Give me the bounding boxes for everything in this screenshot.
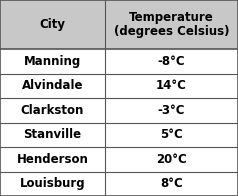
- Bar: [105, 74, 238, 98]
- Bar: [105, 172, 238, 196]
- Bar: [0, 49, 105, 74]
- Bar: [0, 172, 105, 196]
- Bar: [0, 147, 105, 172]
- Text: Henderson: Henderson: [16, 153, 88, 166]
- Text: Alvindale: Alvindale: [22, 79, 83, 92]
- Text: 8°C: 8°C: [160, 177, 183, 190]
- Text: -8°C: -8°C: [158, 55, 185, 68]
- Bar: [105, 122, 238, 147]
- Text: 5°C: 5°C: [160, 128, 183, 141]
- Text: 20°C: 20°C: [156, 153, 187, 166]
- Text: Clarkston: Clarkston: [21, 104, 84, 117]
- Bar: [105, 49, 238, 74]
- Bar: [0, 98, 105, 122]
- Text: Louisburg: Louisburg: [20, 177, 85, 190]
- Bar: [105, 0, 238, 49]
- Text: 14°C: 14°C: [156, 79, 187, 92]
- Bar: [0, 0, 105, 49]
- Text: Manning: Manning: [24, 55, 81, 68]
- Text: Stanville: Stanville: [23, 128, 81, 141]
- Bar: [105, 147, 238, 172]
- Bar: [0, 122, 105, 147]
- Text: -3°C: -3°C: [158, 104, 185, 117]
- Bar: [105, 98, 238, 122]
- Text: Temperature
(degrees Celsius): Temperature (degrees Celsius): [114, 11, 229, 38]
- Bar: [0, 74, 105, 98]
- Text: City: City: [39, 18, 65, 31]
